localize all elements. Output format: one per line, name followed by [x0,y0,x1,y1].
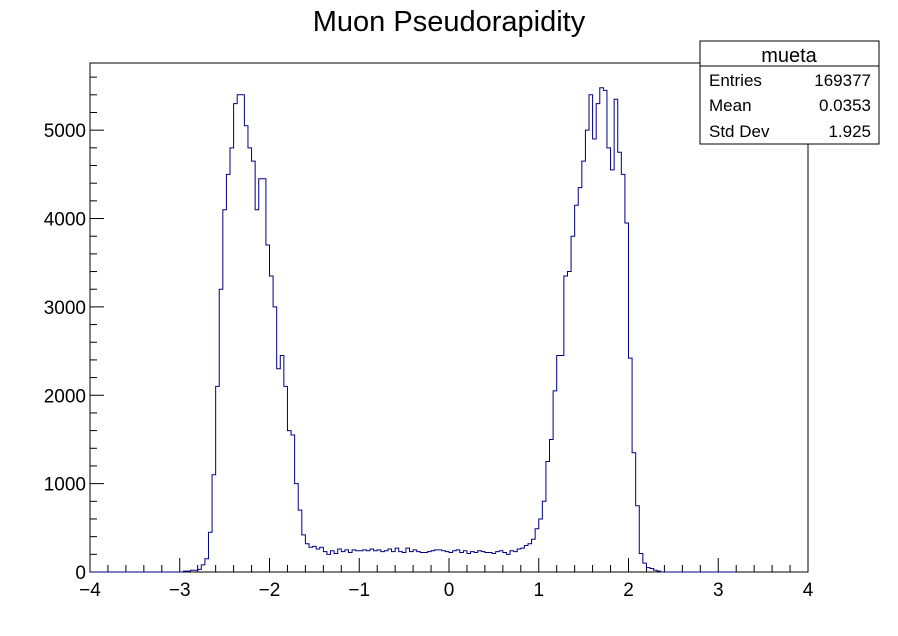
x-tick-label: 0 [444,580,455,601]
y-axis: 0 1000 2000 3000 4000 5000 [44,76,104,584]
stats-mean-value: 0.0353 [819,96,871,115]
x-tick-label: −3 [169,580,191,601]
stats-entries-label: Entries [709,71,762,90]
x-tick-label: 1 [533,580,544,601]
stats-mean-label: Mean [709,96,752,115]
x-axis: −4 −3 −2 −1 0 1 2 3 4 [79,558,814,601]
y-tick-label: 3000 [44,298,86,319]
y-tick-label: 5000 [44,121,86,142]
x-tick-label: −4 [79,580,101,601]
x-tick-label: 3 [713,580,724,601]
x-tick-label: 2 [623,580,634,601]
x-tick-label: −2 [259,580,281,601]
stats-box-frame [699,40,880,145]
stats-entries-value: 169377 [814,71,871,90]
chart-title: Muon Pseudorapidity [313,6,586,38]
stats-box-name: mueta [761,45,817,67]
x-tick-label: 4 [803,580,814,601]
histogram-line [90,87,737,573]
y-tick-label: 0 [75,563,86,584]
y-tick-label: 4000 [44,210,86,231]
y-tick-label: 2000 [44,386,86,407]
stats-stddev-label: Std Dev [709,122,770,141]
stats-box: mueta Entries 169377 Mean 0.0353 Std Dev… [699,40,880,145]
y-tick-label: 1000 [44,475,86,496]
stats-stddev-value: 1.925 [828,122,871,141]
x-tick-label: −1 [348,580,370,601]
